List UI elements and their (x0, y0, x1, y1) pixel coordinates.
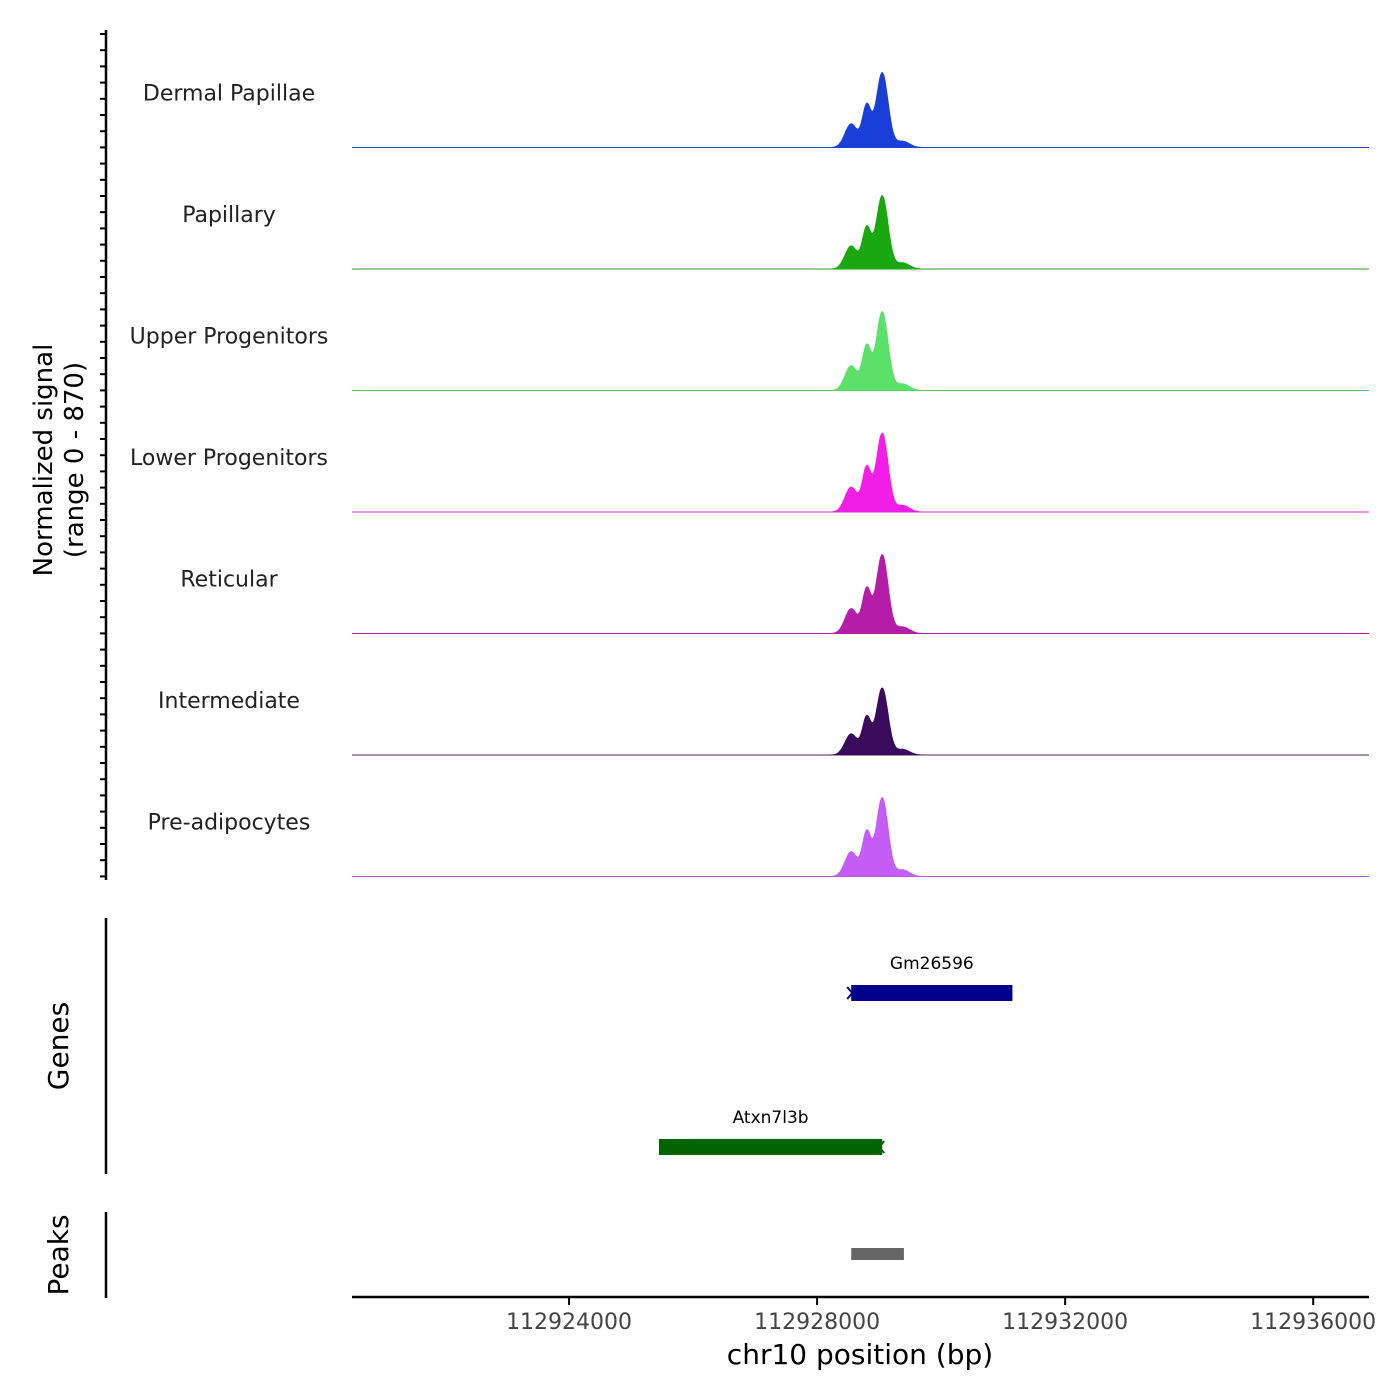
gene-name: Atxn7l3b (733, 1108, 809, 1128)
track-intermediate: Intermediate (158, 687, 1369, 756)
gene-body (658, 1139, 883, 1155)
peaks-track (851, 1248, 904, 1260)
signal-area (352, 554, 1369, 634)
gene-gm26596: Gm26596 (846, 954, 1013, 1001)
signal-area (352, 72, 1369, 148)
x-axis-title: chr10 position (bp) (727, 1338, 993, 1371)
peaks-label: Peaks (42, 1214, 75, 1295)
x-tick-label: 112932000 (1002, 1310, 1128, 1335)
track-label: Lower Progenitors (130, 446, 328, 471)
ylabel-line1: Normalized signal (29, 344, 59, 577)
ylabel-line2: (range 0 - 870) (60, 362, 90, 558)
track-label: Upper Progenitors (130, 325, 329, 350)
track-label: Papillary (182, 203, 276, 228)
track-label: Reticular (180, 568, 278, 593)
strand-arrow (846, 986, 854, 1000)
track-papillary: Papillary (182, 195, 1369, 270)
track-label: Dermal Papillae (143, 82, 315, 107)
x-tick-label: 112924000 (506, 1310, 632, 1335)
strand-arrow (877, 1140, 885, 1154)
gene-body (851, 985, 1013, 1001)
track-reticular: Reticular (180, 554, 1369, 634)
track-dermal-papillae: Dermal Papillae (143, 72, 1369, 148)
track-label: Pre-adipocytes (148, 811, 311, 836)
signal-area (352, 797, 1369, 877)
signal-tracks: Dermal Papillae Papillary Upper Progenitor… (130, 72, 1369, 877)
track-label: Intermediate (158, 689, 300, 714)
track-lower-progenitors: Lower Progenitors (130, 432, 1369, 513)
genes-track: Gm26596 Atxn7l3b (658, 954, 1013, 1155)
x-tick-label: 112928000 (754, 1310, 880, 1335)
track-upper-progenitors: Upper Progenitors (130, 311, 1369, 391)
track-pre-adipocytes: Pre-adipocytes (148, 797, 1369, 877)
signal-area (352, 311, 1369, 391)
gene-atxn7l3b: Atxn7l3b (658, 1108, 885, 1155)
genes-label: Genes (42, 1002, 75, 1090)
signal-y-ticks (100, 33, 106, 878)
signal-area (352, 687, 1369, 756)
x-ticks: 112924000 112928000 112932000 112936000 (506, 1297, 1376, 1335)
x-tick-label: 112936000 (1250, 1310, 1376, 1335)
signal-area (352, 195, 1369, 270)
peak-region (851, 1248, 904, 1260)
gene-name: Gm26596 (890, 954, 974, 974)
signal-area (352, 432, 1369, 513)
